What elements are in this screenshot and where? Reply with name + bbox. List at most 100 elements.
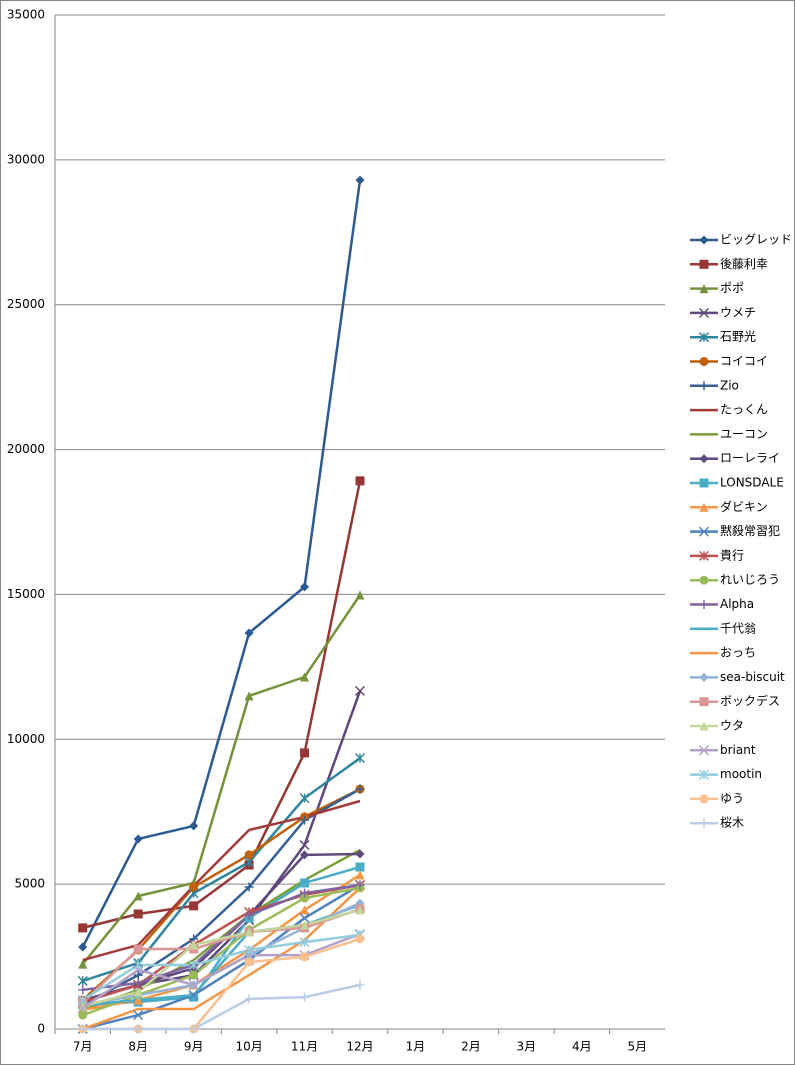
data-point — [355, 880, 365, 890]
data-point — [300, 878, 310, 888]
data-point — [188, 990, 199, 1001]
legend-label: ウタ — [720, 719, 744, 733]
data-point — [77, 1003, 88, 1014]
data-point — [133, 944, 143, 954]
legend-label: ポポ — [720, 281, 744, 295]
legend-label: ローレライ — [720, 451, 780, 465]
series-line — [82, 883, 361, 1031]
legend-marker — [699, 235, 709, 245]
data-point — [189, 901, 199, 911]
series-line — [82, 983, 361, 1031]
legend-marker — [699, 502, 709, 512]
legend-marker — [699, 259, 709, 269]
series-line — [81, 594, 362, 965]
legend-label: ウメチ — [720, 305, 756, 319]
legend-marker — [698, 307, 710, 318]
legend-label: コイコイ — [720, 354, 768, 368]
x-tick-label: 3月 — [517, 1040, 537, 1054]
legend-label: れいじろう — [720, 573, 780, 587]
data-point — [78, 923, 88, 933]
data-point — [78, 942, 88, 952]
data-point — [133, 964, 144, 975]
series-line — [81, 179, 362, 948]
data-point — [355, 476, 365, 486]
x-tick-label: 2月 — [461, 1040, 481, 1054]
data-point — [300, 850, 310, 860]
series-line — [82, 886, 361, 1017]
data-point — [133, 834, 143, 844]
data-point — [78, 1001, 88, 1011]
data-point — [78, 1010, 88, 1020]
data-point — [355, 905, 365, 915]
legend-label: 千代翁 — [720, 621, 756, 635]
legend-marker — [699, 697, 709, 707]
data-point — [189, 821, 199, 831]
series-line — [82, 883, 361, 1004]
legend-label: 石野光 — [720, 330, 756, 344]
data-point — [300, 952, 310, 962]
legend-label: 後藤利幸 — [720, 257, 768, 271]
legend-marker — [698, 550, 710, 561]
data-point — [244, 910, 254, 920]
data-point — [300, 582, 310, 592]
data-point — [78, 985, 88, 995]
x-tick-label: 7月 — [73, 1040, 93, 1054]
data-point — [133, 978, 143, 988]
x-tick-label: 11月 — [291, 1040, 318, 1054]
data-point — [133, 959, 144, 971]
x-tick-label: 1月 — [406, 1040, 426, 1054]
data-point — [244, 850, 254, 860]
data-point — [300, 920, 310, 930]
series-line — [81, 907, 361, 1004]
x-tick-label: 5月 — [627, 1040, 647, 1054]
x-tick-label: 9月 — [184, 1040, 204, 1054]
data-point — [355, 590, 365, 600]
data-point — [299, 937, 310, 948]
series-line — [82, 908, 361, 1008]
data-point — [300, 888, 310, 898]
data-point — [133, 970, 143, 980]
legend-marker — [698, 769, 710, 780]
data-point — [133, 1024, 143, 1034]
legend-label: 桜木 — [720, 816, 744, 830]
legend-label: ユーコン — [720, 427, 768, 441]
x-tick-label: 4月 — [572, 1040, 592, 1054]
series-line — [82, 933, 361, 1002]
data-point — [244, 691, 254, 701]
y-tick-label: 25000 — [7, 297, 45, 311]
data-point — [244, 927, 254, 937]
x-tick-label: 8月 — [128, 1040, 148, 1054]
data-point — [355, 862, 365, 872]
y-tick-label: 10000 — [7, 732, 45, 746]
series-line — [82, 799, 361, 962]
data-point — [77, 994, 88, 1006]
data-point — [133, 909, 143, 919]
x-tick-label: 10月 — [235, 1040, 262, 1054]
legend-marker — [699, 721, 709, 731]
y-tick-label: 15000 — [7, 587, 45, 601]
legend-marker — [699, 284, 709, 294]
data-point — [300, 992, 310, 1002]
legend-marker — [698, 745, 710, 756]
data-point — [133, 987, 143, 997]
data-point — [300, 905, 310, 915]
data-point — [355, 980, 365, 990]
legend-label: 黙殺常習犯 — [720, 524, 780, 538]
data-point — [133, 1010, 144, 1021]
legend-label: briant — [720, 743, 756, 757]
data-point — [355, 934, 365, 944]
data-point — [299, 913, 310, 924]
legend-label: 貴行 — [720, 548, 744, 562]
data-point — [189, 970, 199, 980]
legend-marker — [699, 454, 709, 464]
legend-label: ボックデス — [720, 693, 780, 708]
y-tick-label: 20000 — [7, 442, 45, 456]
data-point — [355, 870, 365, 880]
legend-label: ゆう — [720, 791, 744, 805]
y-tick-label: 30000 — [7, 152, 45, 166]
x-tick-label: 12月 — [346, 1040, 373, 1054]
legend-label: ダビキン — [720, 499, 768, 514]
data-point — [189, 882, 199, 892]
legend-marker — [698, 526, 710, 537]
